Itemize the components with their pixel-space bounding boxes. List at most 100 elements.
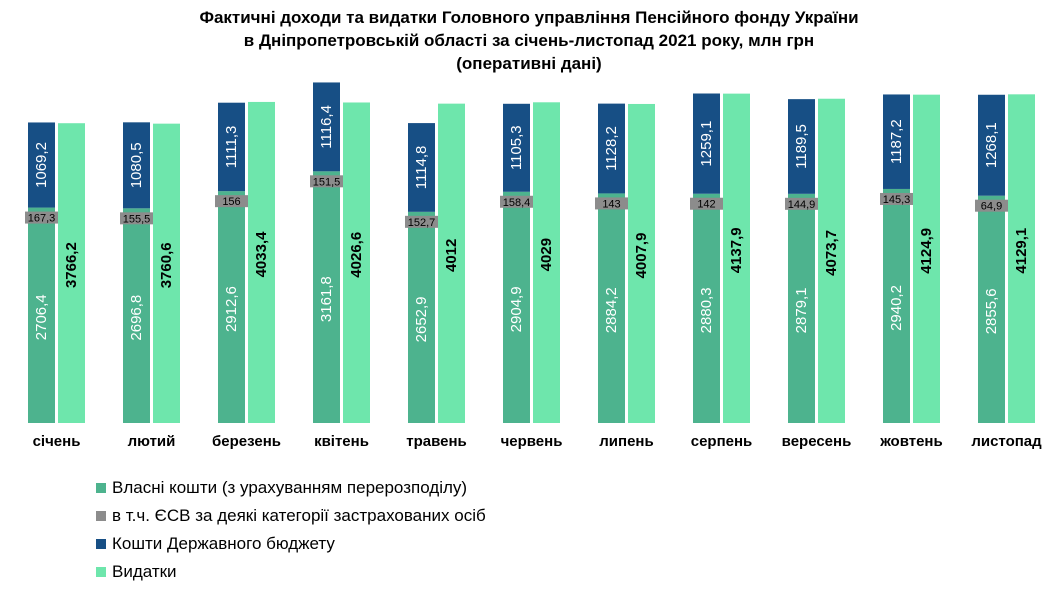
legend-swatch-esv	[96, 511, 106, 521]
legend-swatch-state-budget	[96, 539, 106, 549]
data-label-own-funds: 2940,2	[888, 285, 905, 331]
x-axis-labels: січень лютий березень квітень травень червень…	[33, 433, 1043, 450]
legend-label-esv: в т.ч. ЄСВ за деякі категорії застрахова…	[112, 506, 486, 525]
bar-expenses	[533, 102, 560, 424]
chart-title-line-2: в Дніпропетровській області за січень-ли…	[243, 31, 815, 50]
data-label-esv: 64,9	[981, 201, 1002, 213]
data-label-own-funds: 2904,9	[508, 286, 525, 332]
bar-state-budget	[788, 99, 815, 194]
data-label-expenses: 4137,9	[728, 227, 745, 273]
data-label-expenses: 4007,9	[633, 233, 650, 279]
bar-state-budget	[218, 102, 245, 192]
data-label-state-budget: 1114,8	[413, 146, 430, 190]
x-tick-label: січень	[33, 433, 81, 450]
bar-state-budget	[28, 122, 55, 208]
legend-item-own-funds: Власні кошти (з урахуванням перерозподіл…	[96, 474, 486, 502]
data-label-expenses: 4124,9	[918, 228, 935, 274]
bar-expenses	[343, 102, 370, 424]
bar-state-budget	[503, 103, 530, 192]
bar-own-funds	[693, 193, 720, 423]
x-tick-label: квітень	[314, 433, 369, 450]
data-label-state-budget: 1105,3	[508, 125, 525, 170]
data-label-esv: 151,5	[313, 176, 341, 188]
bar-expenses	[628, 103, 655, 423]
data-label-esv: 143	[602, 198, 620, 210]
bar-state-budget	[408, 123, 435, 212]
bar-own-funds	[123, 208, 150, 423]
data-label-esv: 142	[697, 199, 715, 211]
data-label-expenses: 3760,6	[158, 242, 175, 288]
bar-own-funds	[218, 191, 245, 423]
data-label-state-budget: 1111,3	[223, 126, 240, 169]
bar-state-budget	[693, 93, 720, 194]
data-label-own-funds: 2884,2	[603, 287, 620, 333]
esv-marker	[310, 175, 343, 188]
data-label-expenses: 4073,7	[823, 230, 840, 276]
bar-expenses	[438, 103, 465, 423]
bar-expenses	[248, 101, 275, 424]
bar-own-funds	[313, 171, 340, 423]
data-label-own-funds: 2879,1	[793, 287, 810, 333]
legend-item-esv: в т.ч. ЄСВ за деякі категорії застрахова…	[96, 502, 486, 530]
bar-state-budget	[978, 94, 1005, 196]
x-tick-label: березень	[212, 433, 281, 450]
esv-marker	[500, 195, 533, 208]
data-label-state-budget: 1069,2	[33, 142, 50, 188]
data-label-state-budget: 1268,1	[983, 122, 1000, 168]
data-label-own-funds: 2855,6	[983, 288, 1000, 334]
esv-marker	[405, 215, 438, 228]
bar-expenses	[1008, 94, 1035, 423]
esv-marker	[25, 211, 58, 224]
data-label-state-budget: 1187,2	[888, 119, 905, 164]
legend-swatch-expenses	[96, 567, 106, 577]
legend-label-own-funds: Власні кошти (з урахуванням перерозподіл…	[112, 478, 468, 497]
chart-title-line-3: (оперативні дані)	[456, 54, 602, 73]
bars-layer: 2706,4 1069,2 3766,2 167,3 2696,8 1080,5 3760,…	[25, 82, 1035, 424]
chart-title-line-1: Фактичні доходи та видатки Головного упр…	[199, 8, 859, 27]
bar-state-budget	[598, 103, 625, 194]
data-label-own-funds: 2880,3	[698, 287, 715, 333]
data-label-expenses: 4033,4	[253, 231, 270, 278]
data-label-own-funds: 2652,9	[413, 296, 430, 342]
bar-expenses	[58, 123, 85, 423]
data-label-esv: 155,5	[123, 213, 151, 225]
bar-expenses	[723, 93, 750, 423]
x-tick-label: вересень	[782, 433, 852, 450]
x-tick-label: лютий	[128, 433, 176, 450]
esv-marker	[880, 192, 913, 205]
esv-marker	[785, 197, 818, 210]
esv-marker	[595, 197, 628, 210]
data-label-esv: 152,7	[408, 217, 436, 229]
bar-own-funds	[503, 191, 530, 423]
bar-expenses	[153, 123, 180, 423]
esv-marker	[975, 199, 1008, 212]
x-tick-label: травень	[406, 433, 467, 450]
x-tick-label: листопад	[971, 433, 1042, 450]
data-label-esv: 144,9	[788, 199, 816, 211]
data-label-own-funds: 3161,8	[318, 276, 335, 322]
data-label-expenses: 4026,6	[348, 232, 365, 278]
data-label-esv: 145,3	[883, 194, 911, 206]
data-label-state-budget: 1189,5	[793, 124, 810, 169]
data-label-own-funds: 2696,8	[128, 295, 145, 341]
legend-label-state-budget: Кошти Державного бюджету	[112, 534, 335, 553]
legend-item-expenses: Видатки	[96, 558, 486, 586]
x-tick-label: липень	[599, 433, 653, 450]
esv-marker	[215, 195, 248, 208]
esv-marker	[120, 212, 153, 225]
bar-own-funds	[788, 193, 815, 423]
x-tick-label: жовтень	[879, 433, 942, 450]
legend: Власні кошти (з урахуванням перерозподіл…	[96, 474, 486, 586]
data-label-expenses: 4029	[538, 238, 555, 271]
bar-own-funds	[28, 207, 55, 423]
x-tick-label: червень	[501, 433, 563, 450]
bar-state-budget	[313, 82, 340, 172]
esv-marker	[690, 197, 723, 210]
data-label-state-budget: 1128,2	[603, 126, 620, 171]
data-label-esv: 167,3	[28, 213, 56, 225]
data-label-expenses: 4129,1	[1013, 228, 1030, 274]
data-label-state-budget: 1080,5	[128, 142, 145, 188]
data-label-expenses: 4012	[443, 239, 460, 272]
data-label-esv: 156	[222, 196, 240, 208]
bar-own-funds	[978, 195, 1005, 423]
